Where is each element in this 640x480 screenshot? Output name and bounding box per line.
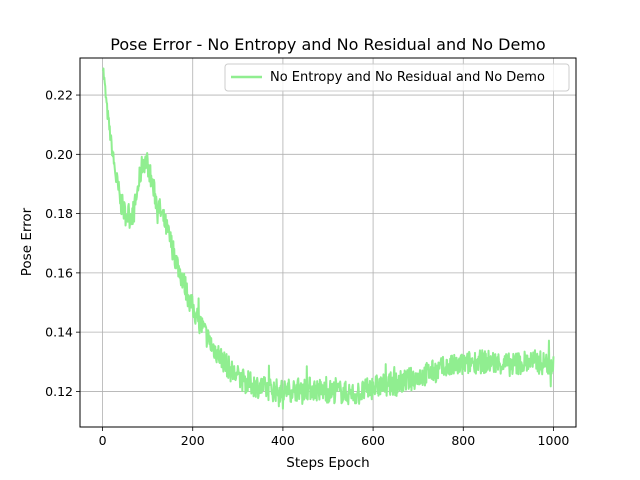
y-tick-label: 0.12 [45,384,73,399]
legend-entry-label: No Entropy and No Residual and No Demo [270,70,545,85]
x-axis: 0 200 400 600 800 1000 [99,427,570,448]
y-tick-label: 0.18 [45,206,73,221]
legend: No Entropy and No Residual and No Demo [224,63,570,92]
x-tick-label: 0 [99,433,107,448]
y-tick-label: 0.20 [45,147,73,162]
x-axis-label: Steps Epoch [286,455,369,471]
plot-frame [79,57,577,428]
y-tick-label: 0.14 [45,325,73,340]
chart-title: Pose Error - No Entropy and No Residual … [110,35,545,54]
grid [80,58,576,427]
x-tick-label: 400 [271,433,295,448]
y-axis: 0.12 0.14 0.16 0.18 0.20 0.22 [45,88,80,399]
x-tick-label: 800 [451,433,475,448]
y-axis-label: Pose Error [19,207,35,276]
legend-box [224,63,570,92]
x-tick-label: 1000 [538,433,570,448]
series-line [101,67,555,410]
y-tick-label: 0.22 [45,88,73,103]
x-tick-label: 200 [181,433,205,448]
y-tick-label: 0.16 [45,265,73,280]
x-tick-label: 600 [361,433,385,448]
series-layer [101,67,555,410]
